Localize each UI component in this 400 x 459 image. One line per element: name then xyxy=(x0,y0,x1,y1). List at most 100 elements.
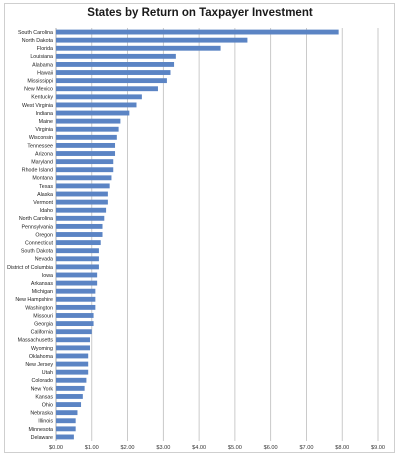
bar xyxy=(56,345,90,351)
category-label: North Dakota xyxy=(22,38,53,44)
x-tick-label: $5.00 xyxy=(228,445,242,451)
bar xyxy=(56,385,85,391)
bar xyxy=(56,426,76,432)
x-tick-label: $9.00 xyxy=(371,445,385,451)
bar xyxy=(56,296,96,302)
bar xyxy=(56,159,114,165)
bar xyxy=(56,377,87,383)
bar xyxy=(56,361,89,367)
bar xyxy=(56,313,94,318)
category-label: Maine xyxy=(39,119,53,125)
category-label: Washington xyxy=(25,305,53,311)
category-label: Minnesota xyxy=(29,427,53,433)
bar xyxy=(56,215,105,221)
bar xyxy=(56,199,108,205)
category-label: Wyoming xyxy=(31,346,53,352)
x-tick-label: $1.00 xyxy=(85,445,99,451)
bar xyxy=(56,53,176,59)
category-label: New Jersey xyxy=(25,362,53,368)
category-label: Pennsylvania xyxy=(21,224,53,230)
bar xyxy=(56,272,98,278)
category-label: Missouri xyxy=(33,313,53,319)
category-label: Louisiana xyxy=(30,54,53,60)
bar xyxy=(56,329,92,335)
bar xyxy=(56,256,99,262)
bar xyxy=(56,167,114,173)
bar xyxy=(56,280,98,286)
category-label: Kentucky xyxy=(31,95,53,101)
bar xyxy=(56,434,74,440)
bar xyxy=(56,191,108,197)
bar xyxy=(56,134,117,140)
category-label: Ohio xyxy=(42,402,53,408)
x-tick-label: $3.00 xyxy=(156,445,170,451)
category-label: West Virginia xyxy=(22,103,53,109)
bar xyxy=(56,183,110,189)
category-label: Arizona xyxy=(35,151,53,157)
bar xyxy=(56,353,89,359)
category-label: South Carolina xyxy=(18,30,53,36)
category-label: New Mexico xyxy=(24,87,53,93)
bar xyxy=(56,45,221,51)
category-label: Mississippi xyxy=(27,79,53,85)
bar xyxy=(56,337,90,343)
bar xyxy=(56,264,99,270)
bar xyxy=(56,304,96,310)
category-label: Michigan xyxy=(32,289,53,295)
bar xyxy=(56,86,158,92)
category-label: Utah xyxy=(42,370,53,376)
bar xyxy=(56,62,175,67)
category-label: Oregon xyxy=(35,232,53,238)
bar xyxy=(56,207,107,213)
bar xyxy=(56,394,83,399)
category-label: Massachusetts xyxy=(18,338,54,344)
bar xyxy=(56,402,82,407)
category-label: Connecticut xyxy=(25,240,53,246)
x-tick-label: $4.00 xyxy=(192,445,206,451)
bar xyxy=(56,78,167,84)
category-label: Rhode Island xyxy=(22,168,53,174)
category-label: New York xyxy=(31,386,54,392)
x-tick-label: $0.00 xyxy=(49,445,63,451)
category-label: Iowa xyxy=(42,273,53,279)
category-label: South Dakota xyxy=(21,249,53,255)
chart-title: States by Return on Taxpayer Investment xyxy=(87,7,313,19)
category-label: Nebraska xyxy=(30,411,53,417)
category-label: Montana xyxy=(32,176,53,182)
bar xyxy=(56,288,96,294)
category-label: Oklahoma xyxy=(29,354,53,360)
category-label: Georgia xyxy=(34,321,53,327)
bar xyxy=(56,102,137,108)
bar xyxy=(56,37,248,43)
bar xyxy=(56,29,339,35)
category-label: Tennessee xyxy=(27,143,53,149)
category-label: Nevada xyxy=(35,257,53,263)
category-label: Alaska xyxy=(37,192,53,198)
bar xyxy=(56,232,103,237)
bar xyxy=(56,369,89,375)
category-label: Arkansas xyxy=(31,281,53,287)
category-label: Colorado xyxy=(32,378,54,384)
bar xyxy=(56,142,116,148)
category-label: Hawaii xyxy=(37,70,53,76)
bar xyxy=(56,240,101,246)
category-label: Texas xyxy=(39,184,53,190)
bar xyxy=(56,151,116,156)
category-label: Illinois xyxy=(38,419,53,425)
x-tick-label: $2.00 xyxy=(121,445,135,451)
bar xyxy=(56,410,78,416)
category-label: North Carolina xyxy=(19,216,53,222)
category-label: Virginia xyxy=(35,127,53,133)
category-label: Idaho xyxy=(40,208,53,214)
bar xyxy=(56,94,142,100)
category-label: Kansas xyxy=(35,394,53,400)
bar xyxy=(56,110,130,116)
bar xyxy=(56,248,99,254)
bar xyxy=(56,126,119,132)
category-label: Wisconsin xyxy=(29,135,53,141)
category-label: New Hampshire xyxy=(15,297,53,303)
category-label: District of Columbia xyxy=(7,265,53,271)
category-label: Vermont xyxy=(33,200,53,206)
x-tick-label: $6.00 xyxy=(264,445,278,451)
